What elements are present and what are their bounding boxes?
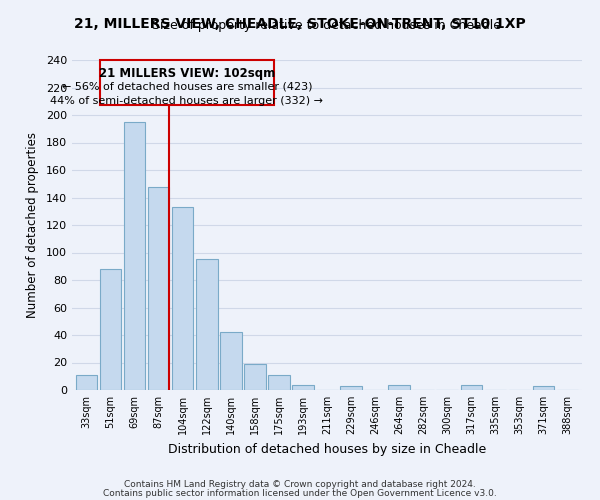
Title: Size of property relative to detached houses in Cheadle: Size of property relative to detached ho… xyxy=(152,20,502,32)
Bar xyxy=(196,260,218,390)
Bar xyxy=(461,384,482,390)
Bar xyxy=(244,364,266,390)
Bar xyxy=(268,375,290,390)
FancyBboxPatch shape xyxy=(100,60,274,106)
Bar xyxy=(220,332,242,390)
X-axis label: Distribution of detached houses by size in Cheadle: Distribution of detached houses by size … xyxy=(168,442,486,456)
Bar xyxy=(292,384,314,390)
Y-axis label: Number of detached properties: Number of detached properties xyxy=(26,132,39,318)
Bar xyxy=(124,122,145,390)
Bar xyxy=(340,386,362,390)
Text: 21, MILLERS VIEW, CHEADLE, STOKE-ON-TRENT, ST10 1XP: 21, MILLERS VIEW, CHEADLE, STOKE-ON-TREN… xyxy=(74,18,526,32)
Text: Contains HM Land Registry data © Crown copyright and database right 2024.: Contains HM Land Registry data © Crown c… xyxy=(124,480,476,489)
Bar xyxy=(172,207,193,390)
Text: ← 56% of detached houses are smaller (423): ← 56% of detached houses are smaller (42… xyxy=(62,82,312,92)
Bar xyxy=(76,375,97,390)
Bar xyxy=(533,386,554,390)
Text: Contains public sector information licensed under the Open Government Licence v3: Contains public sector information licen… xyxy=(103,488,497,498)
Bar xyxy=(388,384,410,390)
Bar xyxy=(100,269,121,390)
Bar xyxy=(148,186,169,390)
Text: 44% of semi-detached houses are larger (332) →: 44% of semi-detached houses are larger (… xyxy=(50,96,323,106)
Text: 21 MILLERS VIEW: 102sqm: 21 MILLERS VIEW: 102sqm xyxy=(99,67,275,80)
